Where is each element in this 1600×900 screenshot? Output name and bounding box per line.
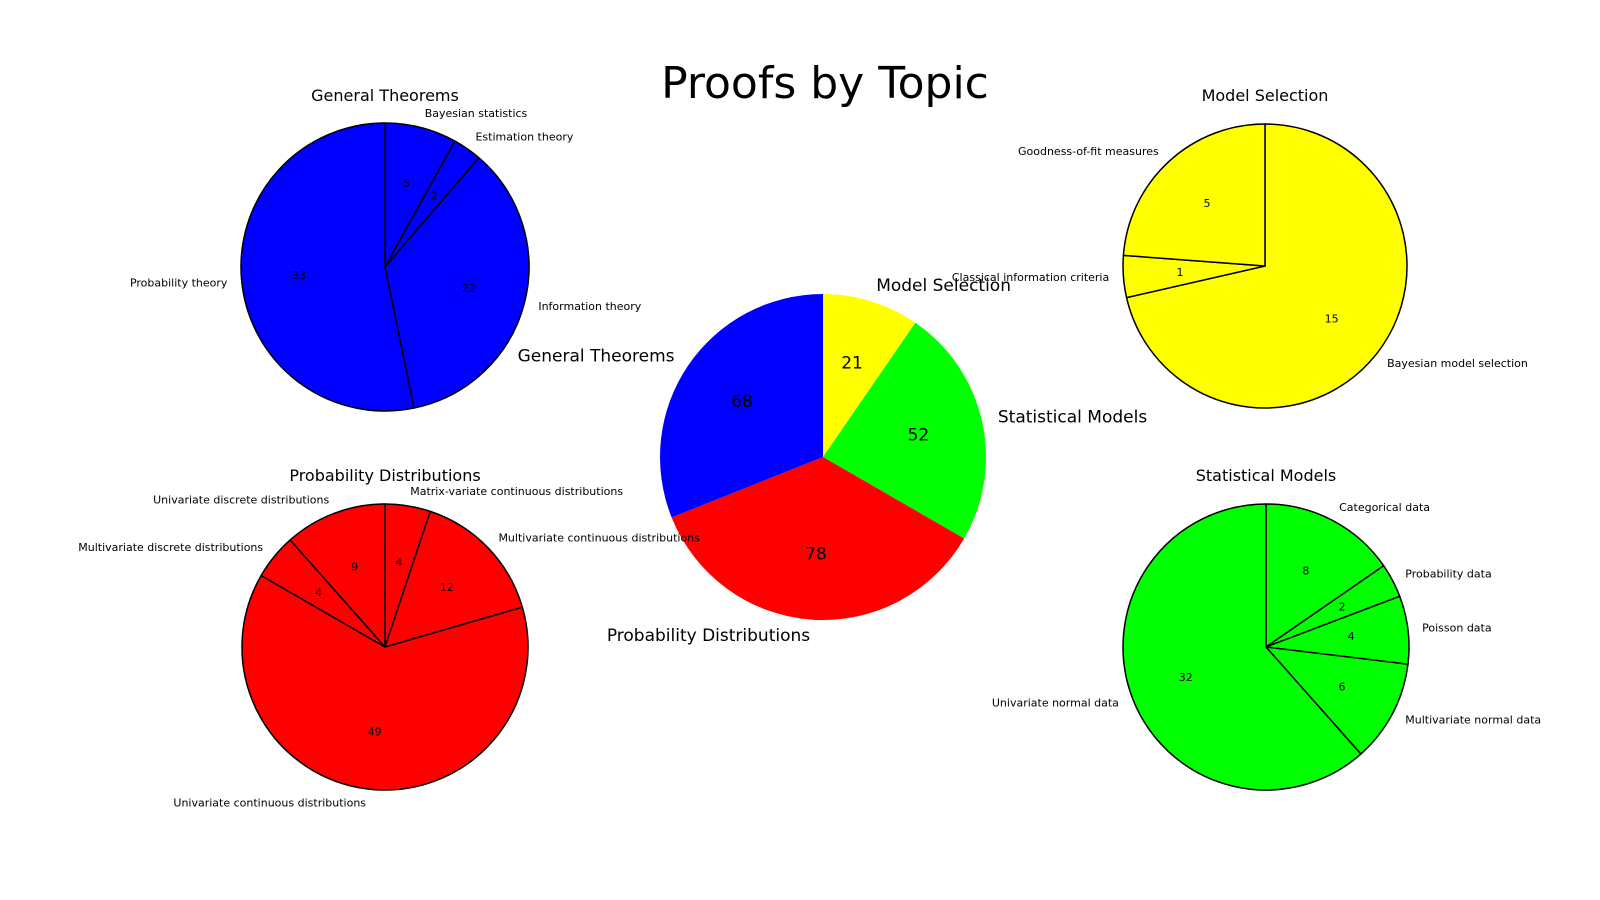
pie-overview: 21 Model Selection 52 Statistical Models 78 P… — [518, 276, 1148, 646]
value-label-statistical-models-multivariate-normal-data: 6 — [1338, 680, 1345, 693]
category-label-probability-distributions-matrix-variate-continuous-distributions: Matrix-variate continuous distributions — [410, 485, 623, 498]
pie-slice-statistical-models-univariate-normal-data — [1122, 503, 1362, 791]
category-label-statistical-models-poisson-data: Poisson data — [1422, 622, 1491, 635]
category-label-overview-statistical-models: Statistical Models — [998, 407, 1147, 427]
pie-title-statistical-models: Statistical Models — [1196, 466, 1337, 485]
value-label-probability-distributions-univariate-discrete-distributions: 9 — [351, 560, 358, 573]
category-label-model-selection-goodness-of-fit-measures: Goodness-of-fit measures — [1018, 145, 1159, 158]
pie-general-theorems: 5 Bayesian statistics 2 Estimation theory 22… — [130, 86, 642, 412]
pie-slice-general-theorems-probability-theory — [240, 122, 415, 412]
category-label-general-theorems-probability-theory: Probability theory — [130, 277, 228, 290]
pie-slice-overview-model-selection — [823, 294, 916, 457]
value-label-general-theorems-bayesian-statistics: 5 — [403, 177, 410, 190]
pie-slice-statistical-models-multivariate-normal-data — [1265, 646, 1409, 755]
pie-slice-overview-statistical-models — [823, 322, 986, 539]
category-label-probability-distributions-univariate-continuous-distributions: Univariate continuous distributions — [173, 797, 366, 810]
value-label-model-selection-classical-information-criteria: 1 — [1177, 266, 1184, 279]
pie-title-general-theorems: General Theorems — [311, 86, 459, 105]
pie-slice-general-theorems-information-theory — [384, 156, 530, 409]
pie-model-selection: 15 Bayesian model selection 1 Classical inf… — [952, 86, 1528, 409]
value-label-probability-distributions-matrix-variate-continuous-distributions: 4 — [395, 556, 402, 569]
value-label-probability-distributions-multivariate-continuous-distributions: 12 — [440, 581, 454, 594]
value-label-overview-model-selection: 21 — [841, 354, 863, 374]
value-label-statistical-models-univariate-normal-data: 32 — [1179, 671, 1193, 684]
value-label-statistical-models-poisson-data: 4 — [1348, 630, 1355, 643]
value-label-probability-distributions-univariate-continuous-distributions: 49 — [368, 726, 382, 739]
category-label-model-selection-classical-information-criteria: Classical information criteria — [952, 271, 1109, 284]
pie-statistical-models: 8 Categorical data 2 Probability data 4 Poiss… — [992, 466, 1541, 791]
category-label-general-theorems-estimation-theory: Estimation theory — [475, 130, 573, 143]
category-label-statistical-models-categorical-data: Categorical data — [1339, 501, 1430, 514]
category-label-overview-general-theorems: General Theorems — [518, 346, 675, 366]
pie-slice-probability-distributions-multivariate-continuous-distributions — [384, 510, 524, 648]
pie-slice-overview-general-theorems — [660, 294, 823, 518]
pie-slice-model-selection-goodness-of-fit-measures — [1122, 123, 1266, 267]
pie-title-model-selection: Model Selection — [1202, 86, 1329, 105]
pie-slice-statistical-models-categorical-data — [1265, 503, 1385, 648]
category-label-statistical-models-probability-data: Probability data — [1405, 567, 1491, 580]
value-label-general-theorems-information-theory: 22 — [462, 282, 476, 295]
category-label-general-theorems-bayesian-statistics: Bayesian statistics — [425, 107, 528, 120]
category-label-probability-distributions-multivariate-discrete-distributions: Multivariate discrete distributions — [78, 541, 263, 554]
value-label-statistical-models-probability-data: 2 — [1338, 601, 1345, 614]
pie-probability-distributions: 4 Matrix-variate continuous distributions… — [78, 466, 700, 810]
value-label-overview-general-theorems: 68 — [731, 392, 753, 412]
value-label-model-selection-bayesian-model-selection: 15 — [1325, 313, 1339, 326]
value-label-general-theorems-probability-theory: 33 — [292, 269, 306, 282]
category-label-statistical-models-multivariate-normal-data: Multivariate normal data — [1405, 714, 1541, 727]
category-label-probability-distributions-multivariate-continuous-distributions: Multivariate continuous distributions — [498, 532, 700, 545]
category-label-overview-probability-distributions: Probability Distributions — [607, 626, 810, 646]
category-label-overview-model-selection: Model Selection — [876, 276, 1011, 296]
value-label-overview-probability-distributions: 78 — [805, 545, 827, 565]
pie-slice-model-selection-bayesian-model-selection — [1125, 123, 1408, 409]
value-label-probability-distributions-multivariate-discrete-distributions: 4 — [315, 586, 322, 599]
pie-title-probability-distributions: Probability Distributions — [289, 466, 480, 485]
value-label-general-theorems-estimation-theory: 2 — [431, 190, 438, 203]
value-label-statistical-models-categorical-data: 8 — [1302, 565, 1309, 578]
pie-slice-overview-probability-distributions — [671, 457, 965, 620]
category-label-probability-distributions-univariate-discrete-distributions: Univariate discrete distributions — [153, 493, 329, 506]
category-label-general-theorems-information-theory: Information theory — [538, 300, 641, 313]
pie-slice-probability-distributions-univariate-discrete-distributions — [289, 503, 386, 648]
figure-title: Proofs by Topic — [661, 58, 989, 109]
value-label-model-selection-goodness-of-fit-measures: 5 — [1204, 197, 1211, 210]
value-label-overview-statistical-models: 52 — [908, 425, 930, 445]
category-label-statistical-models-univariate-normal-data: Univariate normal data — [992, 696, 1119, 709]
pie-slice-probability-distributions-univariate-continuous-distributions — [241, 574, 529, 791]
category-label-model-selection-bayesian-model-selection: Bayesian model selection — [1387, 357, 1528, 370]
